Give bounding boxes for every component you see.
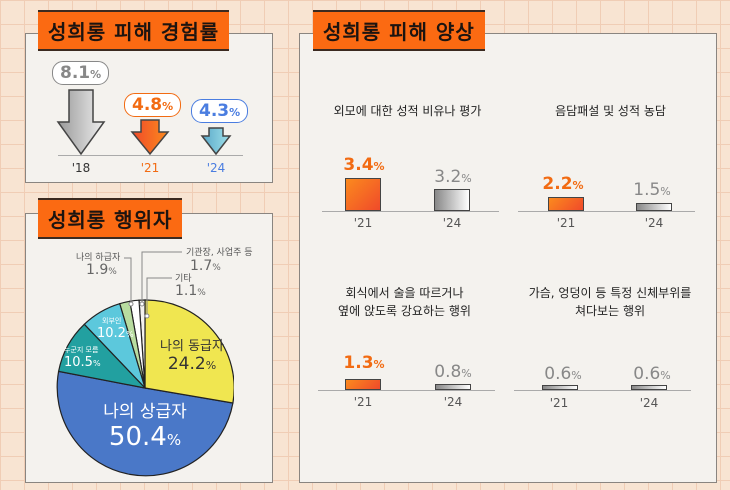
baseline (518, 211, 695, 212)
leader-lines (124, 251, 182, 319)
chart-title-line1: 회식에서 술을 따르거나 (345, 286, 464, 300)
year-label-24: '24 (206, 161, 226, 175)
chart-title: 외모에 대한 성적 비유나 평가 (333, 104, 482, 118)
slice-label-peer: 나의 동급자 24.2% (160, 339, 224, 374)
types-title: 성희롱 피해 양상 (313, 10, 485, 51)
year-24: '24 (639, 396, 659, 410)
bar-24 (631, 385, 667, 390)
down-arrow-icon (200, 127, 232, 156)
value-21: 1.3% (343, 353, 385, 373)
value-pill-24: 4.3% (191, 99, 249, 123)
year-label-21: '21 (140, 161, 160, 175)
slice-value-subordinate: 1.9% (86, 262, 117, 278)
baseline (58, 155, 243, 156)
value-24: 0.8% (434, 362, 472, 382)
bar-21 (345, 379, 381, 390)
bar-24 (434, 189, 470, 211)
value-24: 0.6% (633, 364, 671, 384)
bar-21 (345, 178, 381, 211)
chart-title-line2: 쳐다보는 행위 (574, 304, 646, 318)
year-21: '21 (556, 216, 576, 230)
chart-title-line1: 가슴, 엉덩이 등 특정 신체부위를 (528, 286, 692, 300)
slice-label-head: 기관장, 사업주 등 (186, 248, 253, 258)
baseline (514, 390, 691, 391)
year-21: '21 (549, 396, 569, 410)
perpetrator-pie-chart (56, 299, 234, 477)
value-21: 0.6% (544, 364, 582, 384)
year-24: '24 (443, 395, 463, 409)
slice-label-outsider: 외부인 10.2% (97, 317, 134, 341)
slice-label-superior: 나의 상급자 50.4% (103, 402, 187, 452)
baseline (322, 211, 499, 212)
value-21: 3.4% (343, 155, 385, 175)
slice-label-other: 기타 (175, 274, 192, 284)
down-arrow-icon (130, 119, 170, 156)
value-pill-18: 8.1% (52, 61, 110, 85)
slice-label-subordinate: 나의 하급자 (76, 253, 121, 263)
year-label-18: '18 (71, 161, 91, 175)
perpetrator-title: 성희롱 행위자 (38, 198, 183, 239)
year-24: '24 (442, 216, 462, 230)
chart-title-line2: 옆에 앉도록 강요하는 행위 (338, 304, 471, 318)
experience-title: 성희롱 피해 경험률 (38, 10, 230, 51)
slice-value-other: 1.1% (175, 283, 206, 299)
bar-24 (636, 203, 672, 211)
slice-label-unknown: 누군지 모름 10.5% (64, 346, 101, 370)
value-24: 3.2% (434, 167, 472, 187)
value-24: 1.5% (633, 180, 671, 200)
chart-title: 음담패설 및 성적 농담 (555, 104, 666, 118)
year-21: '21 (353, 395, 373, 409)
value-21: 2.2% (542, 174, 584, 194)
year-21: '21 (353, 216, 373, 230)
value-pill-21: 4.8% (124, 93, 182, 117)
types-panel (299, 33, 717, 483)
down-arrow-icon (56, 89, 106, 156)
bar-21 (542, 385, 578, 390)
slice-value-head: 1.7% (190, 258, 221, 274)
baseline (318, 390, 495, 391)
bar-21 (548, 197, 584, 211)
bar-24 (435, 384, 471, 390)
year-24: '24 (644, 216, 664, 230)
